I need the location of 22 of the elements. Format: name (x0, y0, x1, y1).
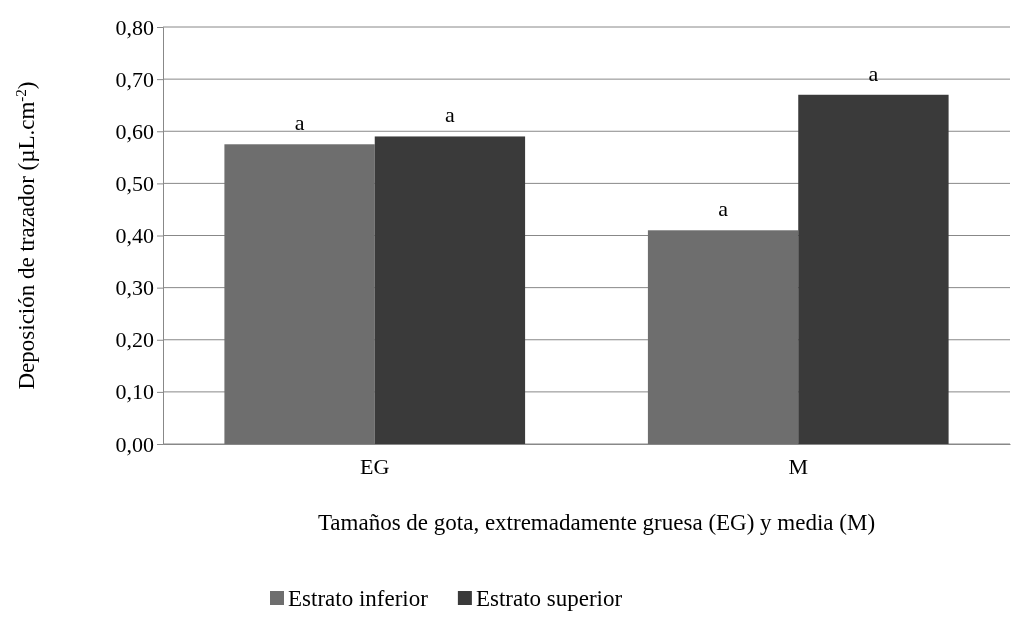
x-tick-label: M (788, 453, 809, 479)
annotation: a (445, 102, 456, 128)
y-tick-label: 0,30 (115, 275, 154, 301)
y-tick-label: 0,70 (115, 66, 154, 92)
y-tick-label: 0,20 (115, 327, 154, 353)
y-tick-label: 0,60 (115, 118, 154, 144)
y-tick-label: 0,40 (115, 223, 154, 249)
y-tick-label: 0,50 (115, 170, 154, 196)
legend-label: Estrato superior (475, 586, 623, 611)
y-tick-label: 0,00 (115, 431, 154, 457)
bar (647, 230, 799, 444)
annotation: a (718, 196, 729, 222)
bar (224, 144, 375, 444)
bar (798, 94, 949, 444)
bar (374, 136, 526, 444)
legend-label: Estrato inferior (288, 586, 429, 611)
x-axis-title: Tamaños de gota, extremadamente gruesa (EG) y media (M) (317, 510, 876, 535)
y-tick-label: 0,80 (115, 14, 154, 40)
annotation: a (294, 110, 305, 136)
y-tick-label: 0,10 (115, 379, 154, 405)
annotation: a (868, 60, 879, 86)
x-tick-label: EG (360, 453, 390, 479)
